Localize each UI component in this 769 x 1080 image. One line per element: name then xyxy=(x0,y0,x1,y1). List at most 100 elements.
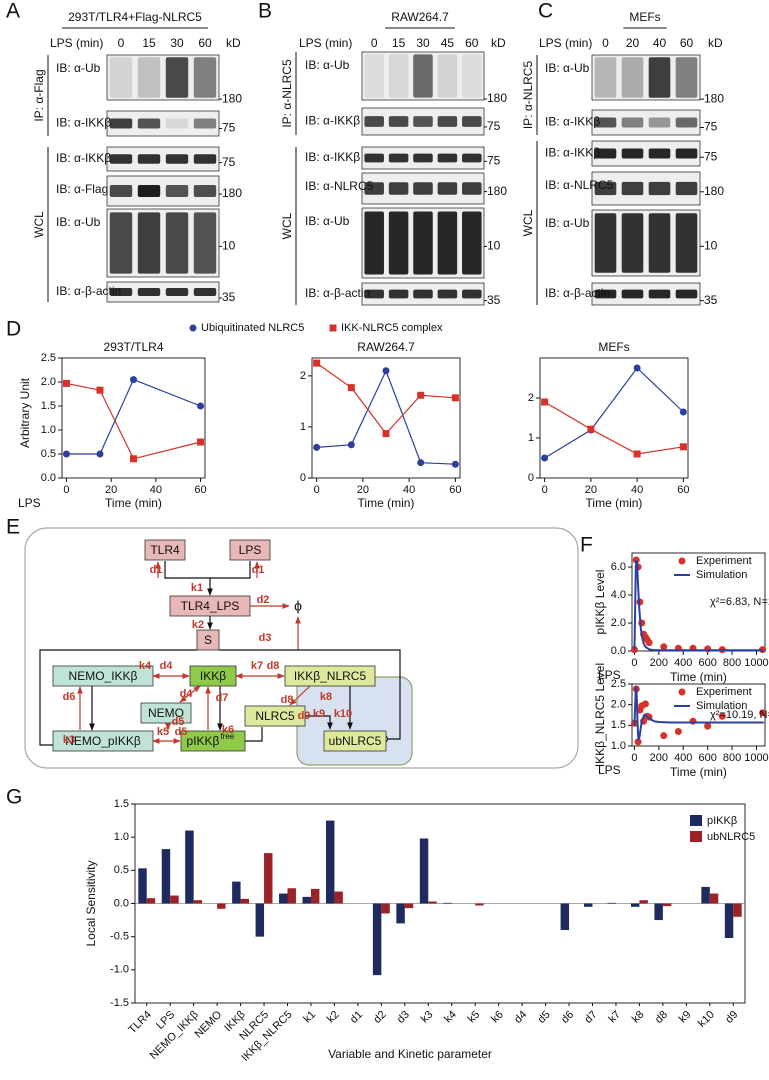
band xyxy=(648,57,671,98)
blot xyxy=(591,282,701,306)
mw-marker: 10 xyxy=(222,239,236,253)
point xyxy=(674,728,682,736)
band xyxy=(364,182,384,195)
band xyxy=(137,185,161,197)
band xyxy=(413,54,433,98)
lane-label: 60 xyxy=(465,36,479,50)
node xyxy=(140,702,192,724)
band xyxy=(648,181,671,196)
point xyxy=(679,408,687,416)
band xyxy=(621,213,644,273)
mw-marker: 180 xyxy=(487,91,507,105)
lane-label: 60 xyxy=(680,36,694,50)
y-tick-label: 1.5 xyxy=(611,719,626,731)
x-tick-label: 400 xyxy=(674,657,692,669)
rate-label: d6 xyxy=(63,691,76,703)
band xyxy=(594,57,617,98)
x-tick-label: 0 xyxy=(542,484,548,496)
lane-label: 20 xyxy=(626,36,640,50)
point xyxy=(197,438,205,446)
band xyxy=(621,181,644,196)
bar xyxy=(146,898,156,904)
diagram-frame xyxy=(24,527,579,769)
row-label: IB: α-Ub xyxy=(545,216,590,230)
band xyxy=(648,117,671,128)
y-tick-label: 0.5 xyxy=(41,448,56,460)
rate-label: d9 xyxy=(298,710,311,722)
arrow xyxy=(245,727,263,742)
band xyxy=(109,118,133,129)
lane-label: 0 xyxy=(602,36,609,50)
band xyxy=(388,54,409,98)
lane-label: 30 xyxy=(170,36,184,50)
row-label: IB: α-Ub xyxy=(56,215,101,229)
legend-swatch xyxy=(690,831,702,842)
node xyxy=(323,730,387,752)
band xyxy=(388,116,409,127)
band xyxy=(137,288,161,296)
bar xyxy=(161,849,171,904)
lps-label: LPS (min) xyxy=(50,36,103,50)
band xyxy=(193,212,217,274)
band xyxy=(413,116,433,127)
point xyxy=(347,441,355,449)
group-label: IP: α-NLRC5 xyxy=(521,61,535,130)
band xyxy=(675,289,698,299)
band xyxy=(675,57,698,98)
plot-frame xyxy=(311,357,461,479)
legend-label: Simulation xyxy=(696,569,747,581)
lps-label: LPS xyxy=(18,496,41,510)
point xyxy=(704,722,712,730)
y-tick-label: 0 xyxy=(300,472,306,484)
x-tick-label: k2 xyxy=(325,1009,342,1026)
rate-label: k10 xyxy=(334,708,352,720)
annotation: χ²=10.19, N=15 xyxy=(710,709,769,721)
band xyxy=(675,181,698,196)
point xyxy=(634,738,642,746)
bar xyxy=(396,903,405,924)
bar xyxy=(419,838,429,904)
rate-label: d4 xyxy=(180,688,194,700)
point xyxy=(313,443,321,451)
x-tick-label: 200 xyxy=(650,657,668,669)
series-line xyxy=(316,369,456,465)
band xyxy=(137,212,161,274)
row-label: IB: α-IKKβ xyxy=(305,150,360,164)
point xyxy=(633,364,641,372)
row-label: IB: α-IKKβ xyxy=(56,151,111,165)
node xyxy=(52,665,154,687)
x-tick-label: 0 xyxy=(631,752,637,764)
x-axis-label: Time (min) xyxy=(105,496,162,510)
subplot-title: MEFs xyxy=(598,340,629,354)
y-tick-label: 1.5 xyxy=(41,400,56,412)
y-tick-label: 2.5 xyxy=(611,678,626,690)
rate-label: k3 xyxy=(63,734,75,746)
mw-marker: 75 xyxy=(487,153,501,167)
band xyxy=(364,54,384,98)
bar xyxy=(302,896,311,904)
row-label: IB: α-IKKβ xyxy=(545,146,600,160)
x-axis-label: Time (min) xyxy=(670,765,727,779)
node-label-sup: free xyxy=(220,732,234,741)
rate-label: k7 xyxy=(251,660,263,672)
mw-marker: 10 xyxy=(487,239,501,253)
mw-marker: 35 xyxy=(704,293,718,307)
rate-label: k2 xyxy=(192,619,204,631)
legend-label: ubNLRC5 xyxy=(707,831,755,843)
y-tick-label: 2.5 xyxy=(41,352,56,364)
band xyxy=(675,213,698,273)
mw-marker: 180 xyxy=(487,184,507,198)
node-label: LPS xyxy=(239,543,262,557)
legend-label: Simulation xyxy=(696,700,747,712)
x-tick-label: 20 xyxy=(357,484,369,496)
x-tick-label: TLR4 xyxy=(126,1009,154,1037)
row-label: IB: α-IKKβ xyxy=(305,114,360,128)
point xyxy=(660,732,668,740)
x-tick-label: k4 xyxy=(442,1009,459,1026)
band xyxy=(437,54,458,98)
band xyxy=(137,154,161,164)
x-axis-label: Time (min) xyxy=(670,670,727,684)
point xyxy=(130,376,137,384)
mw-marker: 75 xyxy=(704,149,718,163)
